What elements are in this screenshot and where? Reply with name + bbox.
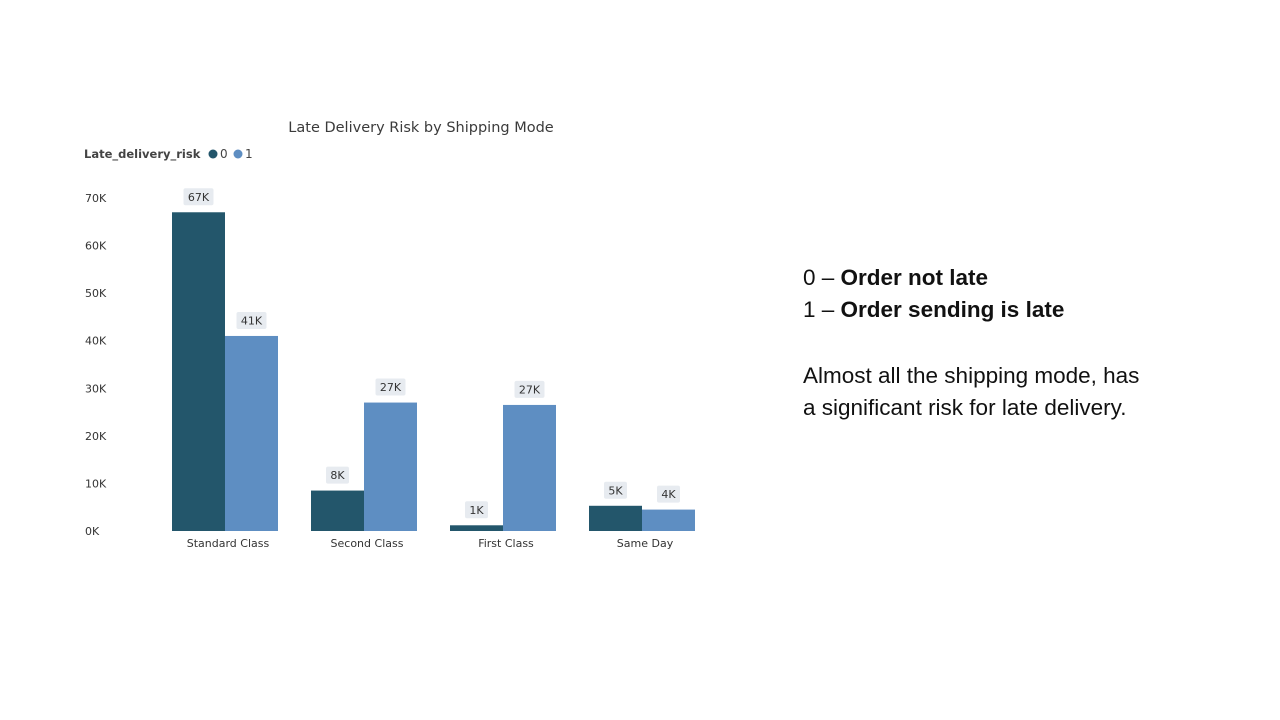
y-axis: 0K 10K 20K 30K 40K 50K 60K 70K: [85, 192, 107, 538]
bar-standard-class-series-0: [172, 212, 225, 531]
x-category-label: Same Day: [617, 537, 674, 550]
legend-marker-series-1: [233, 149, 243, 159]
x-category-label: Second Class: [331, 537, 404, 550]
y-tick-label: 60K: [85, 240, 107, 253]
bar-standard-class-series-1: [225, 335, 278, 531]
data-label: 5K: [608, 484, 623, 497]
legend-label-series-0: 0: [220, 147, 228, 161]
data-label: 27K: [519, 383, 541, 396]
y-tick-label: 20K: [85, 430, 107, 443]
bar-first-class-series-0: [450, 525, 503, 531]
y-tick-label: 30K: [85, 382, 107, 395]
bar-first-class-series-1: [503, 404, 556, 531]
data-label-background: [657, 485, 680, 503]
x-axis: Standard Class Second Class First Class Sam…: [187, 537, 674, 550]
bar-same-day-series-0: [589, 505, 642, 531]
bar-second-class-series-1: [364, 402, 417, 531]
data-label-background: [514, 380, 545, 398]
data-label: 8K: [330, 469, 345, 482]
data-label: 41K: [241, 314, 263, 327]
note-line-1-prefix: 1 –: [803, 297, 841, 322]
y-tick-label: 70K: [85, 192, 107, 205]
y-tick-label: 50K: [85, 287, 107, 300]
y-tick-label: 0K: [85, 525, 100, 538]
bar-same-day-series-1: [642, 509, 695, 531]
note-line-0: 0 – Order not late: [803, 262, 1223, 294]
data-label: 67K: [188, 191, 210, 204]
chart-panel: Late Delivery Risk by Shipping Mode Late…: [70, 105, 750, 575]
bars-group: 67K 41K 8K 27K 1K 27K 5K 4K: [172, 188, 695, 531]
data-label: 1K: [469, 504, 484, 517]
note-line-1: 1 – Order sending is late: [803, 294, 1223, 326]
legend-marker-series-0: [208, 149, 218, 159]
legend-title: Late_delivery_risk: [84, 147, 201, 162]
x-category-label: First Class: [478, 537, 534, 550]
bar-second-class-series-0: [311, 490, 364, 531]
data-label: 4K: [661, 488, 676, 501]
legend-label-series-1: 1: [245, 147, 253, 161]
data-label-background: [465, 501, 488, 519]
data-label-background: [604, 481, 627, 499]
chart-legend: Late_delivery_risk 0 1: [84, 147, 253, 162]
note-line-0-bold: Order not late: [840, 265, 989, 290]
data-label-background: [236, 311, 267, 329]
data-label-background: [375, 378, 406, 396]
note-line-1-bold: Order sending is late: [840, 297, 1065, 322]
y-tick-label: 10K: [85, 477, 107, 490]
y-tick-label: 40K: [85, 335, 107, 348]
data-label-background: [183, 188, 214, 206]
bar-chart: Late Delivery Risk by Shipping Mode Late…: [84, 120, 695, 550]
x-category-label: Standard Class: [187, 537, 270, 550]
chart-title: Late Delivery Risk by Shipping Mode: [288, 120, 553, 136]
data-label: 27K: [380, 381, 402, 394]
notes-panel: 0 – Order not late 1 – Order sending is …: [803, 262, 1223, 424]
summary-text: Almost all the shipping mode, has a sign…: [803, 363, 1140, 420]
note-line-0-prefix: 0 –: [803, 265, 841, 290]
data-label-background: [326, 466, 349, 484]
